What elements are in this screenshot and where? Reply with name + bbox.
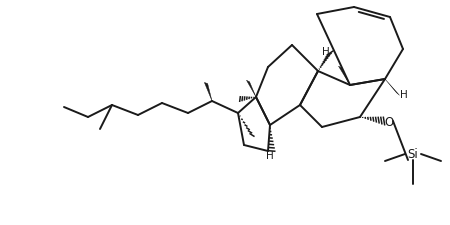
Text: H: H xyxy=(400,90,408,99)
Text: O: O xyxy=(384,116,394,129)
Polygon shape xyxy=(338,67,350,86)
Text: H: H xyxy=(266,150,274,160)
Polygon shape xyxy=(204,83,212,101)
Polygon shape xyxy=(385,80,400,96)
Text: Si: Si xyxy=(408,148,418,161)
Polygon shape xyxy=(247,81,256,98)
Text: H: H xyxy=(322,47,330,57)
